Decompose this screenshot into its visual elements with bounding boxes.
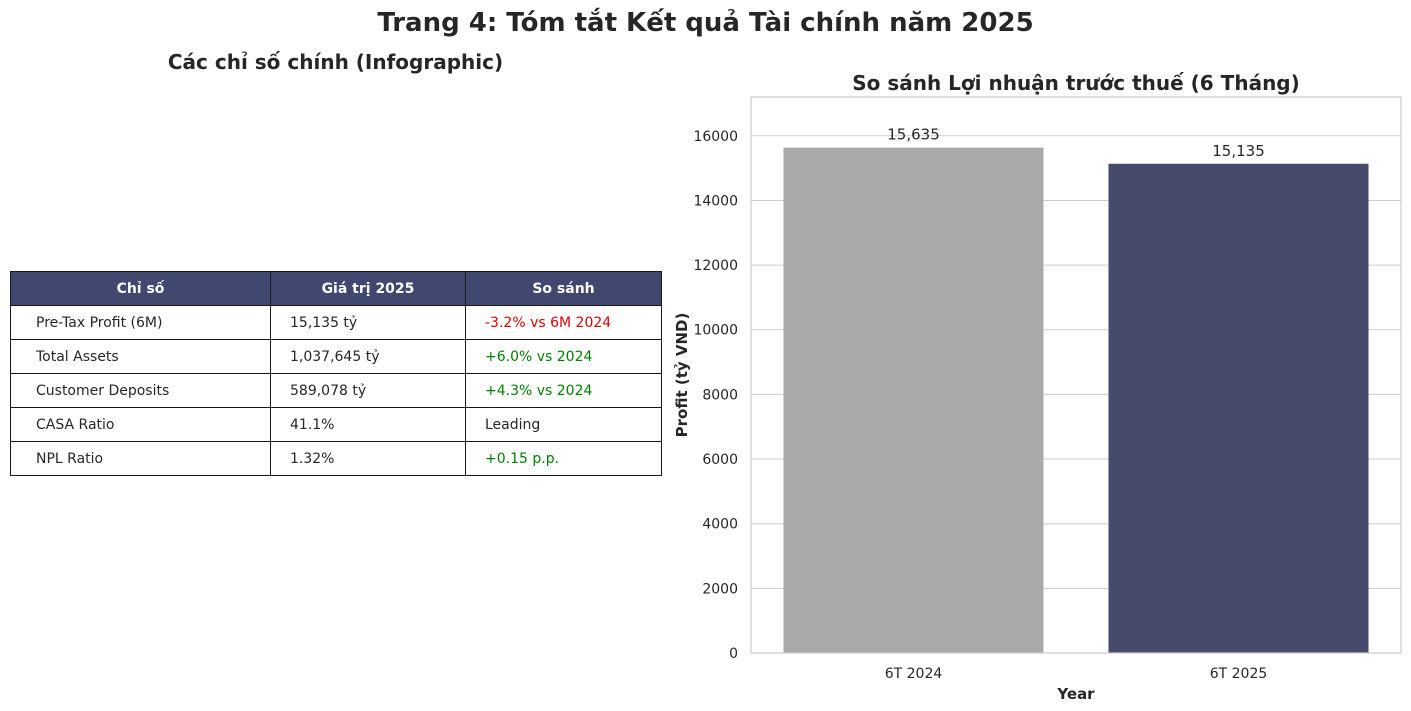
value-cell: 589,078 tỷ: [270, 373, 466, 408]
comparison-cell: +4.3% vs 2024: [465, 373, 662, 408]
metric-cell: CASA Ratio: [10, 407, 271, 442]
kpi-table: Chỉ số Giá trị 2025 So sánh Pre-Tax Prof…: [10, 271, 662, 476]
comparison-cell: Leading: [465, 407, 662, 442]
y-tick-label: 12000: [693, 258, 738, 274]
chart-title: So sánh Lợi nhuận trước thuế (6 Tháng): [852, 71, 1300, 95]
x-tick-label: 6T 2024: [885, 666, 943, 682]
table-header-comparison: So sánh: [465, 271, 662, 306]
table-row: NPL Ratio 1.32% +0.15 p.p.: [10, 441, 662, 476]
table-row: Pre-Tax Profit (6M) 15,135 tỷ -3.2% vs 6…: [10, 305, 662, 340]
table-row: Total Assets 1,037,645 tỷ +6.0% vs 2024: [10, 339, 662, 374]
table-header-metric: Chỉ số: [10, 271, 271, 306]
bar: [783, 147, 1044, 653]
metric-cell: Customer Deposits: [10, 373, 271, 408]
table-header-row: Chỉ số Giá trị 2025 So sánh: [10, 271, 662, 306]
y-axis-label: Profit (tỷ VND): [673, 313, 691, 438]
bar: [1108, 163, 1369, 653]
bar-value-label: 15,135: [1212, 142, 1265, 160]
plot-frame: [750, 96, 1402, 654]
metric-cell: Pre-Tax Profit (6M): [10, 305, 271, 340]
infographic-title: Các chỉ số chính (Infographic): [167, 50, 504, 74]
comparison-cell: +6.0% vs 2024: [465, 339, 662, 374]
value-cell: 41.1%: [270, 407, 466, 442]
y-tick-label: 10000: [693, 323, 738, 339]
y-tick-label: 6000: [702, 452, 738, 468]
value-cell: 1,037,645 tỷ: [270, 339, 466, 374]
table-row: Customer Deposits 589,078 tỷ +4.3% vs 20…: [10, 373, 662, 408]
metric-cell: Total Assets: [10, 339, 271, 374]
y-tick-label: 8000: [702, 387, 738, 403]
table-row: CASA Ratio 41.1% Leading: [10, 407, 662, 442]
value-cell: 1.32%: [270, 441, 466, 476]
bar-value-label: 15,635: [887, 126, 940, 144]
page-title: Trang 4: Tóm tắt Kết quả Tài chính năm 2…: [377, 8, 1034, 38]
y-tick-label: 16000: [693, 129, 738, 145]
y-tick-label: 2000: [702, 581, 738, 597]
comparison-cell: +0.15 p.p.: [465, 441, 662, 476]
x-tick-label: 6T 2025: [1210, 666, 1268, 682]
y-tick-label: 4000: [702, 517, 738, 533]
table-header-value: Giá trị 2025: [270, 271, 466, 306]
x-axis-label: Year: [1056, 685, 1095, 703]
metric-cell: NPL Ratio: [10, 441, 271, 476]
y-tick-label: 14000: [693, 193, 738, 209]
value-cell: 15,135 tỷ: [270, 305, 466, 340]
y-tick-label: 0: [729, 646, 738, 662]
